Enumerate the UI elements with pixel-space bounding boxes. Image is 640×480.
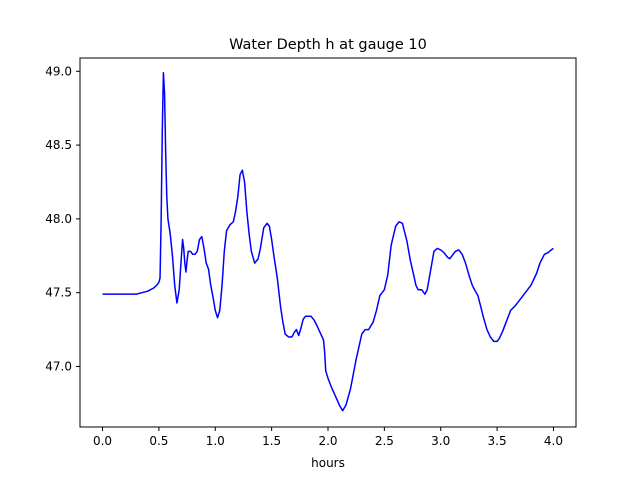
- x-tick-label: 0.5: [149, 434, 168, 448]
- y-tick-label: 47.5: [45, 286, 72, 300]
- x-tick-label: 3.0: [431, 434, 450, 448]
- y-tick-label: 48.0: [45, 212, 72, 226]
- x-axis-ticks: 0.0 0.5 1.0 1.5 2.0 2.5 3.0 3.5 4.0: [93, 427, 563, 448]
- x-tick-label: 4.0: [544, 434, 563, 448]
- y-tick-label: 48.5: [45, 138, 72, 152]
- y-axis-ticks: 47.0 47.5 48.0 48.5 49.0: [45, 64, 80, 373]
- plot-frame: [79, 57, 577, 428]
- x-tick-label: 1.0: [206, 434, 225, 448]
- plot-background: [80, 58, 576, 427]
- x-tick-label: 3.5: [488, 434, 507, 448]
- x-tick-label: 2.0: [318, 434, 337, 448]
- y-tick-label: 47.0: [45, 359, 72, 373]
- water-depth-line: [102, 72, 554, 412]
- chart-title: Water Depth h at gauge 10: [229, 37, 427, 53]
- x-tick-label: 1.5: [262, 434, 281, 448]
- x-tick-label: 2.5: [375, 434, 394, 448]
- x-tick-label: 0.0: [93, 434, 112, 448]
- x-axis-label: hours: [311, 456, 345, 470]
- y-tick-label: 49.0: [45, 64, 72, 78]
